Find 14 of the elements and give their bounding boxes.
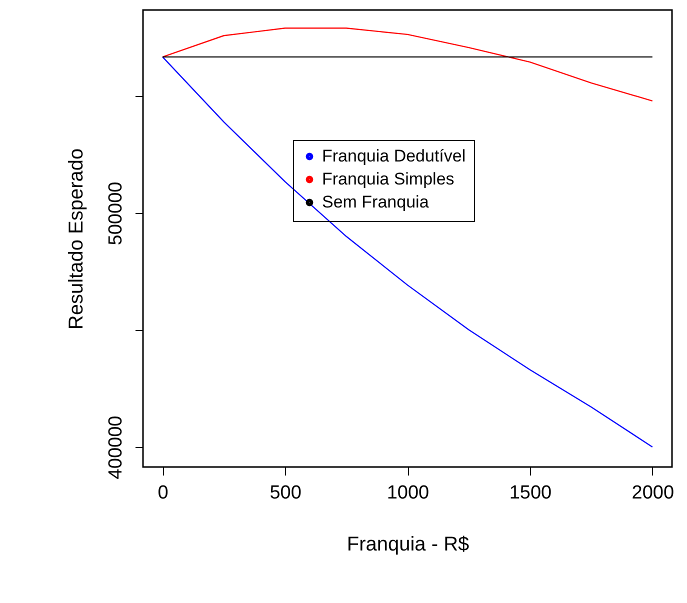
x-tick-label: 0 [158, 482, 168, 504]
x-tick-label: 2000 [632, 482, 674, 504]
x-tick-label: 500 [270, 482, 302, 504]
x-tick-label: 1500 [509, 482, 552, 504]
legend-label: Franquia Simples [322, 170, 454, 188]
y-tick-label: 400000 [106, 416, 126, 480]
line-series [162, 56, 654, 448]
legend-label: Sem Franquia [322, 192, 430, 212]
line-series [162, 28, 654, 102]
y-tick-label: 500000 [106, 182, 126, 246]
y-axis-title: Resultado Esperado [66, 148, 88, 330]
legend-label: Franquia Dedutível [322, 146, 466, 166]
x-axis-title: Franquia - R$ [346, 534, 470, 556]
x-tick-label: 1000 [386, 482, 430, 504]
